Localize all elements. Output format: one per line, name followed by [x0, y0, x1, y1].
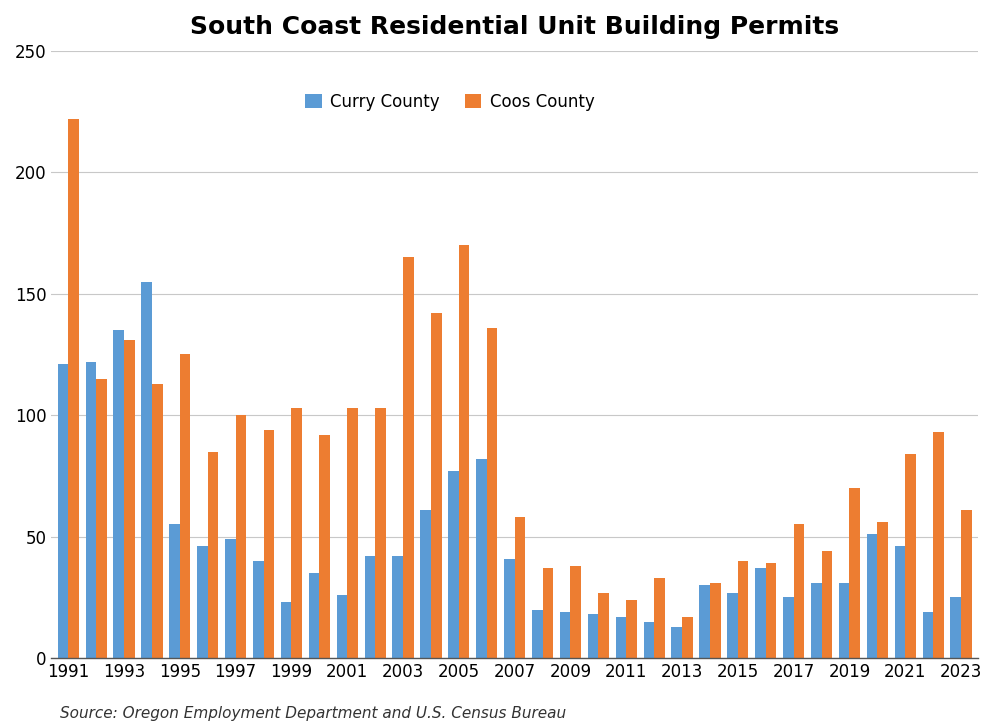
- Bar: [96, 378, 107, 658]
- Bar: [727, 592, 738, 658]
- Bar: [654, 578, 665, 658]
- Title: South Coast Residential Unit Building Permits: South Coast Residential Unit Building Pe…: [190, 15, 839, 39]
- Bar: [950, 597, 961, 658]
- Bar: [375, 408, 386, 658]
- Bar: [616, 617, 626, 658]
- Bar: [253, 561, 264, 658]
- Bar: [319, 434, 330, 658]
- Bar: [671, 626, 682, 658]
- Bar: [58, 364, 68, 658]
- Bar: [570, 566, 581, 658]
- Bar: [180, 355, 190, 658]
- Bar: [532, 610, 543, 658]
- Bar: [113, 330, 124, 658]
- Bar: [699, 585, 710, 658]
- Bar: [504, 558, 515, 658]
- Bar: [141, 281, 152, 658]
- Bar: [68, 119, 79, 658]
- Bar: [794, 524, 804, 658]
- Bar: [264, 430, 274, 658]
- Bar: [933, 432, 944, 658]
- Bar: [448, 471, 459, 658]
- Bar: [392, 556, 403, 658]
- Bar: [560, 612, 570, 658]
- Bar: [515, 517, 525, 658]
- Bar: [169, 524, 180, 658]
- Bar: [337, 595, 347, 658]
- Bar: [598, 592, 609, 658]
- Bar: [710, 583, 721, 658]
- Bar: [403, 257, 414, 658]
- Bar: [365, 556, 375, 658]
- Bar: [783, 597, 794, 658]
- Bar: [152, 384, 163, 658]
- Bar: [197, 547, 208, 658]
- Bar: [755, 568, 766, 658]
- Bar: [86, 362, 96, 658]
- Bar: [961, 510, 972, 658]
- Bar: [895, 547, 905, 658]
- Bar: [543, 568, 553, 658]
- Legend: Curry County, Coos County: Curry County, Coos County: [298, 86, 601, 117]
- Bar: [208, 452, 218, 658]
- Bar: [877, 522, 888, 658]
- Bar: [811, 583, 822, 658]
- Bar: [867, 534, 877, 658]
- Bar: [682, 617, 693, 658]
- Bar: [626, 600, 637, 658]
- Bar: [905, 454, 916, 658]
- Bar: [476, 459, 487, 658]
- Bar: [849, 488, 860, 658]
- Bar: [923, 612, 933, 658]
- Bar: [588, 614, 598, 658]
- Bar: [459, 245, 469, 658]
- Bar: [291, 408, 302, 658]
- Bar: [309, 573, 319, 658]
- Bar: [487, 328, 497, 658]
- Bar: [347, 408, 358, 658]
- Bar: [124, 340, 135, 658]
- Text: Source: Oregon Employment Department and U.S. Census Bureau: Source: Oregon Employment Department and…: [60, 705, 566, 721]
- Bar: [420, 510, 431, 658]
- Bar: [822, 551, 832, 658]
- Bar: [644, 622, 654, 658]
- Bar: [839, 583, 849, 658]
- Bar: [738, 561, 748, 658]
- Bar: [225, 539, 236, 658]
- Bar: [281, 602, 291, 658]
- Bar: [431, 313, 442, 658]
- Bar: [766, 563, 776, 658]
- Bar: [236, 415, 246, 658]
